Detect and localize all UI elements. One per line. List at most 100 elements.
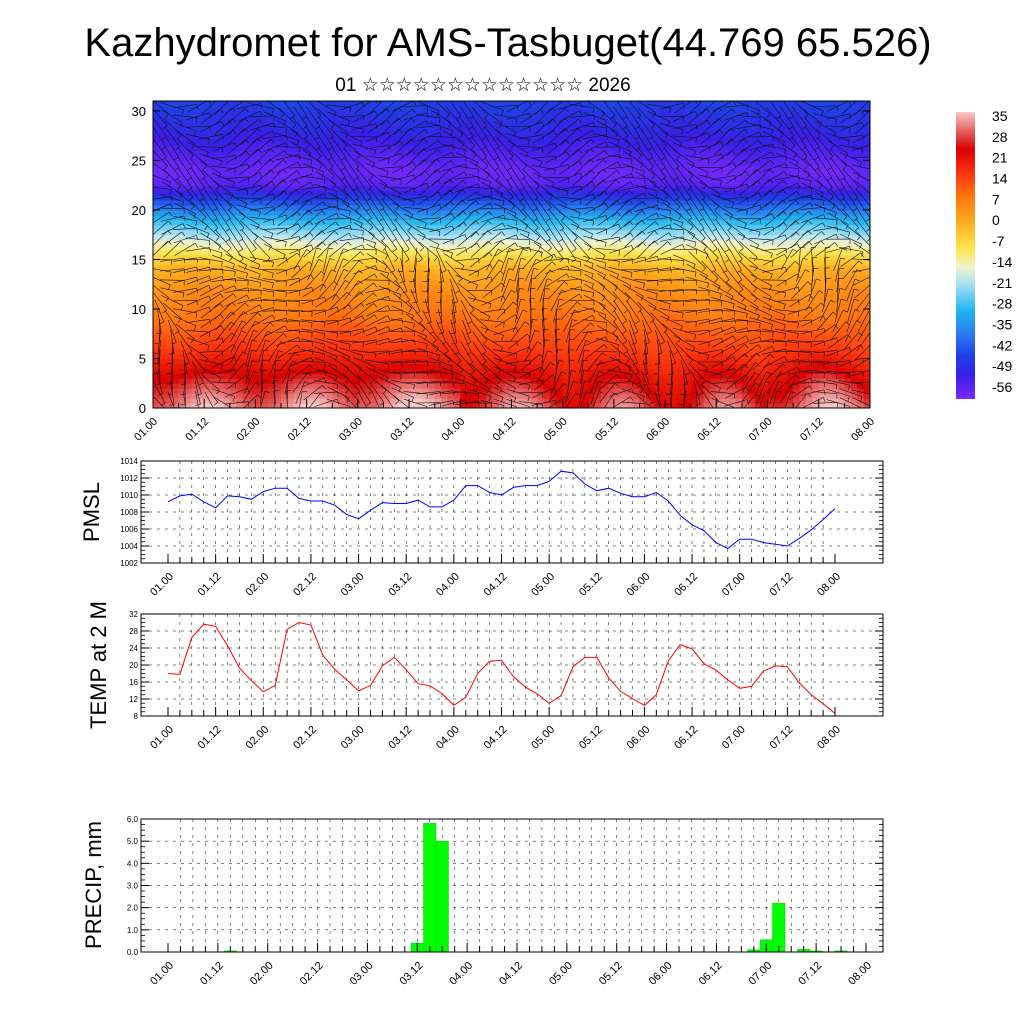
heatmap-cell xyxy=(172,209,180,216)
heatmap-cell xyxy=(511,204,519,211)
heatmap-cell xyxy=(165,180,173,186)
heatmap-cell xyxy=(460,304,468,310)
heatmap-cell xyxy=(377,101,385,107)
heatmap-cell xyxy=(485,244,493,251)
heatmap-cell xyxy=(229,269,237,275)
heatmap-cell xyxy=(357,313,365,320)
heatmap-cell xyxy=(473,160,481,166)
heatmap-cell xyxy=(434,160,442,166)
heatmap-cell xyxy=(517,299,525,305)
heatmap-cell xyxy=(466,358,474,365)
heatmap-cell xyxy=(255,289,263,295)
heatmap-cell xyxy=(185,120,193,127)
heatmap-cell xyxy=(300,105,308,112)
heatmap-cell xyxy=(313,343,321,350)
heatmap-cell xyxy=(434,130,442,137)
heatmap-cell xyxy=(191,289,199,295)
heatmap-cell xyxy=(645,145,653,152)
heatmap-cell xyxy=(645,180,653,186)
heatmap-cell xyxy=(389,323,397,330)
heatmap-cell xyxy=(633,190,641,196)
heatmap-cell xyxy=(505,204,513,211)
heatmap-cell xyxy=(479,378,487,384)
heatmap-cell xyxy=(581,155,589,162)
heatmap-cell xyxy=(434,145,442,152)
heatmap-cell xyxy=(287,284,295,290)
heatmap-cell xyxy=(300,403,308,408)
heatmap-cell xyxy=(588,299,596,305)
heatmap-cell xyxy=(620,219,628,226)
heatmap-cell xyxy=(588,403,596,408)
heatmap-cell xyxy=(159,279,167,285)
heatmap-cell xyxy=(274,284,282,290)
heatmap-cell xyxy=(511,155,519,162)
heatmap-cell xyxy=(639,200,647,206)
heatmap-cell xyxy=(153,145,160,152)
heatmap-cell xyxy=(479,304,487,310)
heatmap-cell xyxy=(549,363,557,369)
heatmap-cell xyxy=(620,120,628,127)
heatmap-cell xyxy=(415,294,423,300)
heatmap-cell xyxy=(652,200,660,206)
heatmap-cell xyxy=(159,160,167,166)
heatmap-cell xyxy=(389,155,397,162)
heatmap-cell xyxy=(364,175,372,181)
heatmap-cell xyxy=(652,155,660,162)
heatmap-cell xyxy=(645,378,653,384)
heatmap-cell xyxy=(569,294,577,300)
heatmap-cell xyxy=(274,403,282,408)
heatmap-cell xyxy=(396,180,404,186)
heatmap-cell xyxy=(421,403,429,408)
heatmap-cell xyxy=(453,219,461,226)
heatmap-cell xyxy=(249,284,257,290)
heatmap-cell xyxy=(626,388,634,394)
heatmap-cell xyxy=(505,348,513,355)
heatmap-cell xyxy=(338,373,346,379)
heatmap-cell xyxy=(562,373,570,379)
heatmap-cell xyxy=(658,200,666,206)
heatmap-cell xyxy=(185,224,193,231)
heatmap-cell xyxy=(581,328,589,335)
heatmap-cell xyxy=(537,279,545,285)
heatmap-cell xyxy=(415,269,423,275)
heatmap-cell xyxy=(172,180,180,186)
heatmap-cell xyxy=(217,125,225,132)
heatmap-cell xyxy=(191,190,199,196)
heatmap-cell xyxy=(409,234,417,241)
heatmap-cell xyxy=(434,318,442,325)
heatmap-cell xyxy=(300,368,308,374)
heatmap-cell xyxy=(485,224,493,231)
heatmap-cell xyxy=(377,160,385,166)
heatmap-cell xyxy=(453,383,461,389)
heatmap-cell xyxy=(601,170,609,176)
heatmap-cell xyxy=(434,338,442,345)
heatmap-cell xyxy=(409,328,417,335)
heatmap-cell xyxy=(204,363,212,369)
heatmap-cell xyxy=(325,170,333,176)
heatmap-cell xyxy=(511,348,519,355)
heatmap-cell xyxy=(242,333,250,340)
heatmap-cell xyxy=(217,239,225,246)
heatmap-cell xyxy=(428,269,436,275)
heatmap-cell xyxy=(613,135,621,142)
heatmap-cell xyxy=(402,214,410,221)
heatmap-cell xyxy=(575,190,583,196)
heatmap-cell xyxy=(229,120,237,127)
heatmap-cell xyxy=(332,224,340,231)
heatmap-cell xyxy=(645,140,653,147)
heatmap-cell xyxy=(242,343,250,350)
heatmap-cell xyxy=(569,343,577,350)
heatmap-cell xyxy=(268,378,276,384)
heatmap-cell xyxy=(652,185,660,191)
heatmap-cell xyxy=(217,393,225,399)
heatmap-cell xyxy=(370,249,378,256)
heatmap-cell xyxy=(588,368,596,374)
heatmap-cell xyxy=(434,125,442,132)
heatmap-cell xyxy=(562,308,570,315)
heatmap-cell xyxy=(159,145,167,152)
heatmap-cell xyxy=(633,269,641,275)
heatmap-cell xyxy=(370,101,378,107)
heatmap-cell xyxy=(613,289,621,295)
heatmap-cell xyxy=(658,145,666,152)
heatmap-cell xyxy=(588,234,596,241)
